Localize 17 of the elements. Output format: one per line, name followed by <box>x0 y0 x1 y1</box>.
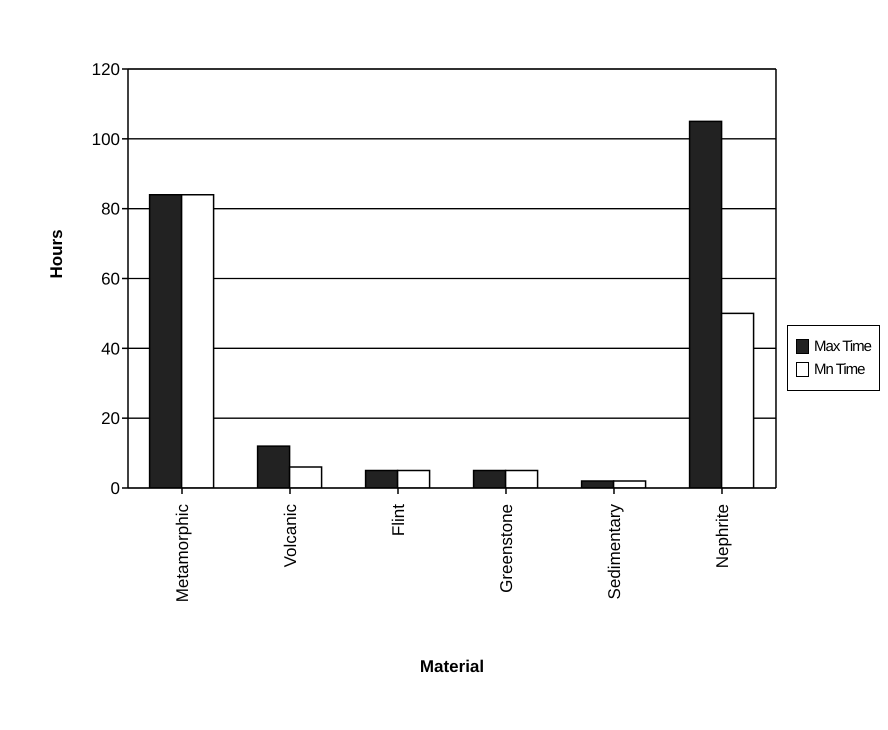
x-tick-label: Metamorphic <box>173 504 192 602</box>
y-tick-label: 120 <box>92 60 120 80</box>
legend-label: Mn Time <box>812 361 866 378</box>
legend-label: Max Time <box>812 338 871 355</box>
y-tick-label: 0 <box>110 479 120 498</box>
x-tick-label: Greenstone <box>496 504 516 593</box>
y-tick-label: 40 <box>101 339 120 358</box>
x-tick-label: Volcanic <box>280 504 300 568</box>
y-tick-label: 100 <box>92 130 120 149</box>
x-tick-label: Flint <box>388 504 408 536</box>
y-tick-label: 20 <box>101 409 120 428</box>
x-tick-label: Sedimentary <box>604 504 624 600</box>
y-tick-label: 80 <box>101 200 120 219</box>
y-axis-title: Hours <box>47 229 66 278</box>
x-axis-title: Material <box>420 657 484 676</box>
y-tick-label: 60 <box>101 270 120 289</box>
x-tick-label: Nephrite <box>712 504 732 568</box>
